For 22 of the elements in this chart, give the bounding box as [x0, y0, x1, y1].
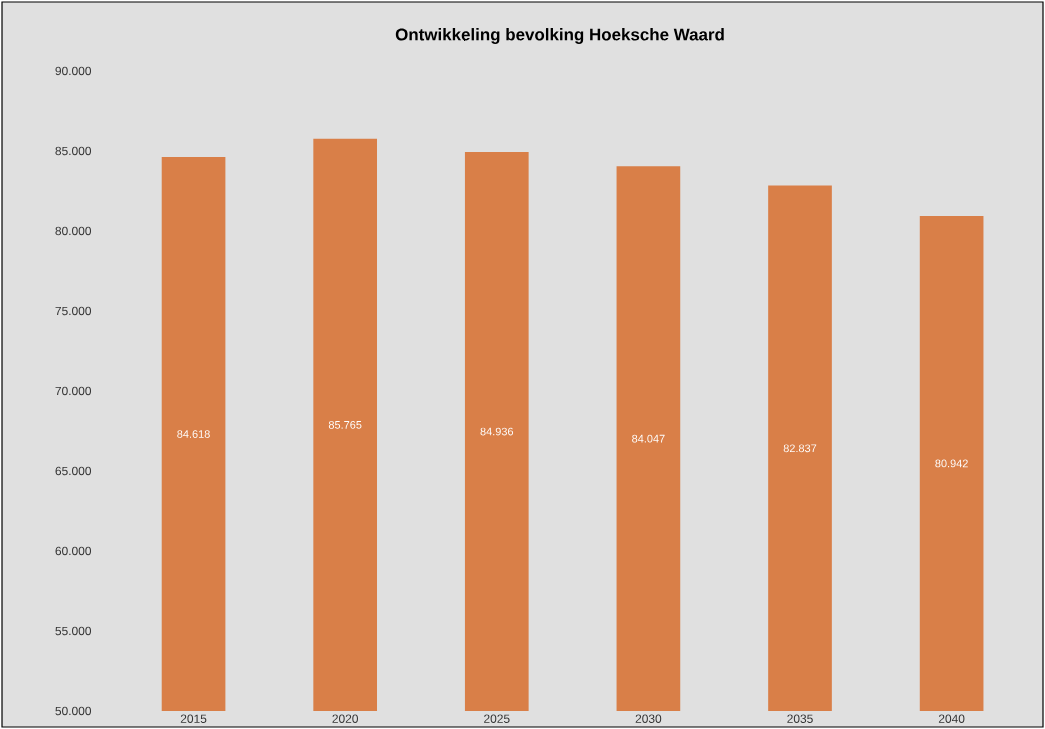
y-tick-label: 90.000 — [55, 66, 92, 76]
x-tick-label: 2040 — [938, 714, 965, 723]
y-tick-label: 65.000 — [55, 466, 92, 476]
data-label: 82.837 — [783, 444, 817, 453]
x-tick-label: 2015 — [180, 714, 207, 723]
y-tick-label: 55.000 — [55, 626, 92, 636]
x-tick-label: 2020 — [332, 714, 358, 723]
x-tick-label: 2030 — [635, 714, 662, 723]
y-tick-label: 75.000 — [55, 306, 92, 316]
data-label: 84.936 — [480, 427, 514, 436]
y-tick-label: 80.000 — [55, 226, 92, 236]
y-tick-label: 50.000 — [55, 706, 92, 716]
data-label: 84.618 — [177, 430, 210, 438]
y-tick-label: 60.000 — [55, 546, 92, 556]
y-tick-label: 85.000 — [55, 146, 92, 156]
data-label: 85.765 — [328, 421, 362, 429]
x-tick-label: 2025 — [484, 714, 510, 723]
y-tick-label: 70.000 — [55, 386, 92, 396]
data-label: 80.942 — [935, 459, 968, 468]
chart-title: Ontwikkeling bevolking Hoeksche Waard — [395, 28, 724, 44]
data-label: 84.047 — [632, 434, 665, 443]
x-tick-label: 2035 — [787, 714, 813, 723]
